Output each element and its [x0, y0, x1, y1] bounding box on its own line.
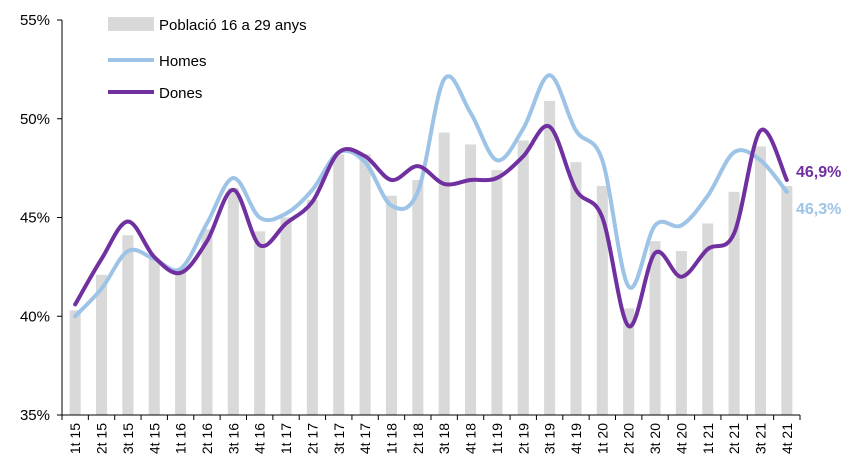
- bar-poblacio: [412, 179, 424, 415]
- y-tick-label: 35%: [20, 407, 50, 424]
- x-tick-label: 4t 15: [146, 423, 162, 454]
- x-tick-label: 2t 20: [621, 423, 637, 454]
- x-tick-label: 1t 19: [489, 423, 505, 454]
- bar-poblacio: [570, 162, 582, 415]
- bar-poblacio: [517, 140, 529, 415]
- x-tick-label: 1t 15: [67, 423, 83, 454]
- x-tick-label: 3t 17: [331, 423, 347, 454]
- x-tick-label: 4t 16: [252, 423, 268, 454]
- bar-poblacio: [175, 270, 187, 415]
- bar-poblacio: [728, 191, 740, 415]
- bar-poblacio: [359, 154, 371, 416]
- bar-poblacio: [649, 241, 661, 415]
- x-tick-label: 3t 18: [436, 423, 452, 454]
- x-tick-label: 3t 21: [752, 423, 768, 454]
- y-axis: 35% 40% 45% 50% 55%: [20, 12, 63, 424]
- x-tick-label: 3t 16: [225, 423, 241, 454]
- x-tick-label: 1t 16: [173, 423, 189, 454]
- line-series-group: [73, 73, 789, 329]
- x-tick-label: 2t 15: [94, 423, 110, 454]
- x-tick-label: 3t 19: [542, 423, 558, 454]
- end-label-homes: 46,3%: [796, 201, 841, 218]
- end-label-dones: 46,9%: [796, 164, 841, 181]
- bar-poblacio: [333, 154, 345, 416]
- x-tick-label: 1t 20: [594, 423, 610, 454]
- bar-series-poblacio: [69, 100, 793, 416]
- y-tick-label: 55%: [20, 12, 50, 29]
- x-axis: 1t 15 2t 15 3t 15 4t 15 1t 16 2t 16 3t 16 4t 16…: [61, 414, 801, 454]
- x-tick-label: 4t 20: [673, 423, 689, 454]
- bar-poblacio: [754, 146, 766, 415]
- bar-poblacio: [122, 235, 134, 415]
- line-dones: [73, 123, 789, 329]
- legend-label-poblacio: Població 16 a 29 anys: [159, 17, 307, 34]
- x-tick-label: 4t 19: [568, 423, 584, 454]
- x-tick-label: 4t 18: [463, 423, 479, 454]
- bar-poblacio: [702, 223, 714, 415]
- y-tick-label: 40%: [20, 308, 50, 325]
- x-tick-label: 4t 17: [357, 423, 373, 454]
- legend-label-homes: Homes: [159, 53, 207, 70]
- x-tick-label: 3t 15: [120, 423, 136, 454]
- legend: Població 16 a 29 anys Homes Dones: [108, 17, 307, 102]
- bar-poblacio: [280, 217, 292, 415]
- bar-poblacio: [254, 231, 266, 415]
- bar-poblacio: [96, 274, 108, 415]
- x-tick-label: 2t 16: [199, 423, 215, 454]
- y-tick-label: 45%: [20, 210, 50, 227]
- bar-poblacio: [781, 185, 793, 415]
- bar-poblacio: [201, 229, 213, 415]
- bar-poblacio: [465, 144, 477, 416]
- x-tick-label: 4t 21: [779, 423, 795, 454]
- x-tick-label: 3t 20: [647, 423, 663, 454]
- bar-poblacio: [227, 187, 239, 415]
- bar-poblacio: [675, 251, 687, 415]
- bar-poblacio: [544, 100, 556, 415]
- end-labels: 46,9% 46,3%: [796, 164, 841, 218]
- bar-poblacio: [623, 308, 635, 415]
- bar-poblacio: [385, 195, 397, 415]
- x-tick-label: 2t 17: [304, 423, 320, 454]
- x-tick-label: 2t 19: [515, 423, 531, 454]
- x-tick-label: 1t 21: [700, 423, 716, 454]
- bar-poblacio: [69, 310, 81, 415]
- bar-poblacio: [306, 199, 318, 415]
- line-homes: [73, 73, 789, 319]
- bar-poblacio: [491, 170, 503, 415]
- x-tick-label: 2t 21: [726, 423, 742, 454]
- legend-swatch-poblacio: [108, 17, 154, 31]
- y-tick-label: 50%: [20, 111, 50, 128]
- bar-poblacio: [438, 132, 450, 415]
- x-tick-label: 1t 18: [383, 423, 399, 454]
- bar-poblacio: [596, 185, 608, 415]
- x-tick-label: 2t 18: [410, 423, 426, 454]
- x-tick-label: 1t 17: [278, 423, 294, 454]
- bar-poblacio: [148, 258, 160, 415]
- legend-label-dones: Dones: [159, 85, 202, 102]
